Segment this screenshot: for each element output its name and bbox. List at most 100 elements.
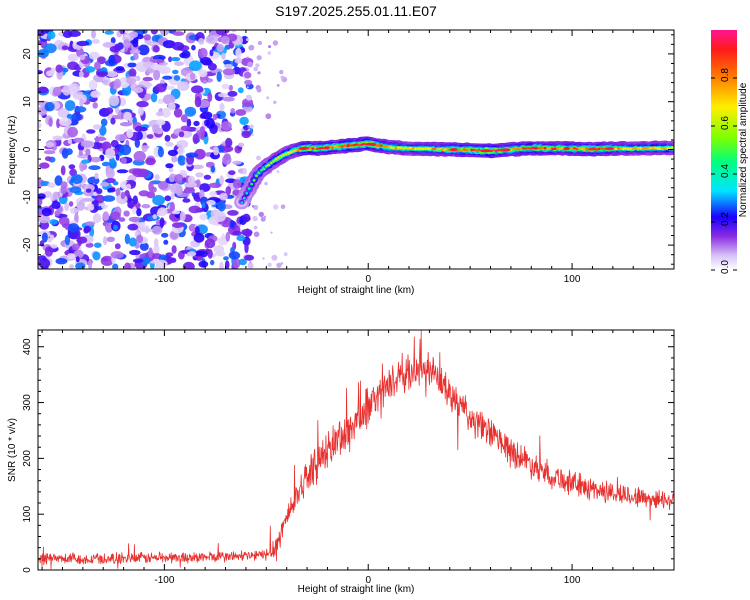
noise-blob <box>94 61 101 71</box>
track-hotspot <box>563 147 571 150</box>
noise-blob <box>183 187 195 194</box>
noise-blob <box>148 247 154 258</box>
noise-blob <box>87 203 95 211</box>
noise-blob <box>152 58 165 64</box>
track-cell <box>267 163 271 167</box>
track-cell <box>639 147 642 150</box>
track-cell <box>382 145 386 149</box>
track-cell <box>463 148 466 151</box>
noise-blob <box>83 225 91 233</box>
noise-blob <box>128 68 137 78</box>
noise-blob <box>229 219 235 229</box>
track-cell <box>284 152 288 156</box>
noise-blob <box>219 102 225 112</box>
track-cell <box>436 148 439 151</box>
noise-blob <box>207 249 213 259</box>
noise-blob <box>68 83 80 93</box>
noise-blob <box>85 221 96 226</box>
noise-blob <box>171 245 177 254</box>
track-hotspot <box>588 147 597 151</box>
track-cell <box>626 147 630 151</box>
noise-blob <box>94 242 102 248</box>
noise-blob <box>209 49 214 57</box>
noise-blob <box>171 210 181 215</box>
track-cell <box>311 147 315 150</box>
noise-blob <box>191 85 204 94</box>
noise-blob <box>152 214 157 220</box>
track-cell <box>668 146 672 150</box>
noise-blob <box>172 41 185 51</box>
noise-blob <box>110 117 116 125</box>
noise-blob <box>39 162 50 169</box>
noise-blob <box>41 232 48 243</box>
track-cell <box>331 146 334 149</box>
noise-blob <box>258 211 264 218</box>
noise-blob <box>38 198 43 206</box>
noise-blob <box>59 117 72 127</box>
track-cell <box>277 156 280 159</box>
track-cell <box>286 151 290 155</box>
noise-blob <box>157 181 169 190</box>
noise-blob <box>115 187 121 197</box>
track-cell <box>294 149 298 152</box>
noise-blob <box>106 236 115 242</box>
noise-blob <box>221 121 232 131</box>
noise-blob <box>112 181 119 186</box>
noise-blob <box>78 71 84 78</box>
track-cell <box>597 147 601 151</box>
track-cell <box>600 147 603 150</box>
noise-blob <box>264 181 268 186</box>
noise-blob <box>71 112 82 122</box>
track-cell <box>641 147 645 150</box>
y-tick-label: 20 <box>22 48 33 60</box>
snr-x-label: Height of straight line (km) <box>298 584 415 595</box>
track-hotspot <box>323 146 330 150</box>
noise-blob <box>157 207 168 217</box>
track-cell <box>296 148 300 151</box>
x-tick-label: 100 <box>564 575 581 586</box>
track-cell <box>252 179 256 182</box>
track-cell <box>512 147 515 151</box>
noise-blob <box>144 93 153 100</box>
noise-blob <box>176 147 185 156</box>
noise-blob <box>38 214 50 224</box>
noise-blob <box>91 39 100 44</box>
noise-blob <box>244 79 253 86</box>
track-cell <box>651 146 655 149</box>
track-cell <box>377 144 381 147</box>
noise-blob <box>133 150 146 162</box>
noise-blob <box>107 187 116 193</box>
noise-blob <box>174 61 184 66</box>
noise-blob <box>56 118 61 129</box>
colorbar-ticks: 0.0 0.2 0.4 0.6 0.8 <box>711 68 737 274</box>
track-cell <box>519 147 523 150</box>
noise-blob <box>96 188 103 195</box>
noise-blob <box>52 86 62 97</box>
noise-blob <box>182 261 195 269</box>
noise-blob <box>104 30 114 35</box>
noise-blob <box>232 160 242 165</box>
noise-blob <box>279 69 284 75</box>
track-cell <box>357 143 361 147</box>
track-hotspot <box>605 147 614 151</box>
noise-blob <box>88 165 101 171</box>
track-cell <box>634 147 638 150</box>
noise-blob <box>67 139 73 144</box>
noise-blob <box>251 133 254 137</box>
noise-blob <box>143 34 151 41</box>
noise-blob <box>205 117 215 129</box>
track-cell <box>619 147 623 150</box>
noise-blob <box>234 57 243 64</box>
track-cell <box>282 153 285 157</box>
noise-blob <box>163 239 169 245</box>
noise-blob <box>161 107 171 118</box>
noise-blob <box>128 237 137 247</box>
noise-blob <box>139 221 146 227</box>
noise-blob <box>210 165 216 173</box>
x-tick-label: 0 <box>365 274 371 285</box>
noise-blob <box>114 243 121 250</box>
track-cell <box>247 187 251 190</box>
y-tick-label: 100 <box>22 505 33 522</box>
noise-blob <box>221 52 226 60</box>
